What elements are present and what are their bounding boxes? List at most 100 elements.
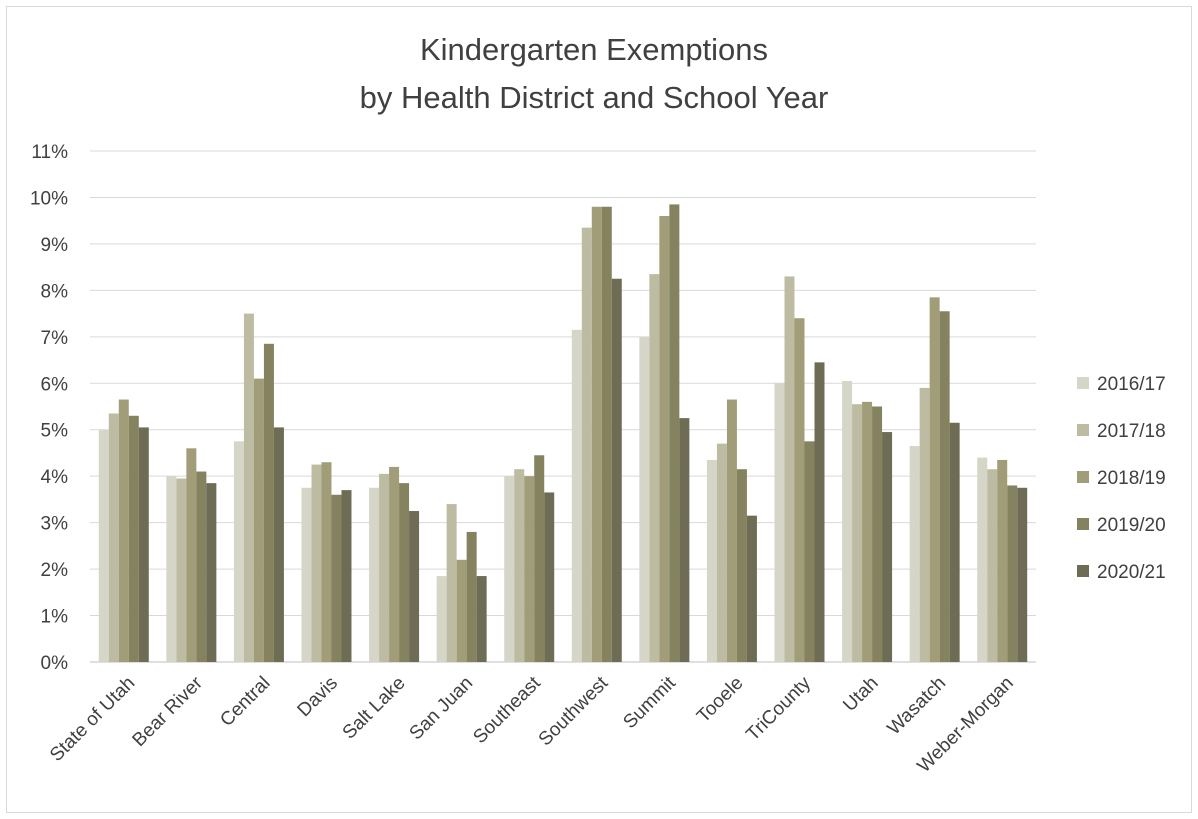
bar (389, 466, 400, 662)
legend-swatch (1077, 377, 1089, 389)
x-category-label: Summit (620, 672, 681, 733)
bar (997, 459, 1008, 662)
y-tick-label: 10% (30, 188, 68, 209)
x-category-label: Bear River (129, 672, 208, 751)
bar (814, 362, 825, 662)
bar (649, 274, 660, 662)
bar (514, 469, 525, 662)
y-tick-label: 9% (41, 235, 69, 256)
y-tick-label: 11% (31, 142, 68, 163)
bar (233, 441, 244, 662)
bar (524, 476, 535, 662)
bar (379, 473, 390, 662)
bar (639, 336, 650, 662)
x-category-label: Wasatch (884, 673, 951, 740)
bar (909, 445, 920, 662)
bar (98, 429, 109, 662)
chart-subtitle: by Health District and School Year (360, 80, 829, 115)
bar (311, 464, 322, 662)
legend-swatch (1077, 565, 1089, 577)
bar (669, 204, 680, 662)
bar (341, 490, 352, 662)
bar (446, 504, 457, 662)
bar (409, 511, 420, 662)
x-category-label: Salt Lake (339, 673, 410, 744)
y-tick-label: 6% (41, 374, 69, 395)
bar (301, 487, 312, 662)
y-tick-label: 0% (41, 653, 69, 674)
bar (794, 318, 805, 662)
gridlines (90, 150, 1036, 663)
bar (736, 469, 747, 662)
bar (852, 404, 863, 662)
bar (872, 406, 883, 662)
bar (746, 515, 757, 662)
y-tick-label: 4% (41, 467, 69, 488)
x-category-label: San Juan (406, 673, 478, 745)
bar (436, 576, 447, 662)
bar (929, 297, 940, 662)
legend-swatch (1077, 518, 1089, 530)
bar (399, 483, 410, 662)
bar (466, 531, 477, 662)
bar (1007, 485, 1018, 662)
y-tick-label: 8% (41, 281, 69, 302)
bar (196, 471, 207, 662)
y-tick-label: 1% (41, 607, 69, 628)
bar (108, 413, 119, 662)
bar (186, 448, 197, 662)
bar (679, 418, 690, 662)
bar (882, 432, 893, 662)
bar (253, 378, 264, 662)
x-category-label: Davis (294, 673, 342, 721)
bar (977, 457, 988, 662)
bar (456, 559, 467, 662)
legend-label: 2019/20 (1097, 515, 1166, 536)
x-category-label: Utah (839, 673, 882, 716)
bar (1017, 487, 1028, 662)
legend-label: 2017/18 (1097, 421, 1166, 442)
bar (659, 216, 670, 662)
bar (321, 462, 332, 662)
x-category-label: Southeast (469, 672, 545, 748)
x-category-label: Central (216, 673, 274, 731)
bar (706, 459, 717, 662)
y-tick-label: 2% (41, 560, 69, 581)
y-tick-label: 7% (41, 328, 69, 349)
bar (611, 278, 622, 662)
legend-label: 2018/19 (1097, 468, 1166, 489)
bar (504, 476, 515, 662)
bar (128, 415, 139, 662)
bar (263, 343, 274, 662)
y-tick-label: 5% (41, 421, 69, 442)
x-category-label: State of Utah (46, 673, 139, 766)
legend-swatch (1077, 471, 1089, 483)
bar (804, 441, 815, 662)
bar (176, 478, 187, 662)
x-category-label: TriCounty (742, 672, 815, 745)
legend-swatch (1077, 424, 1089, 436)
bar (118, 399, 129, 662)
bar (919, 387, 930, 662)
bar (784, 276, 795, 662)
bar (601, 206, 612, 662)
x-category-label: Tooele (693, 673, 747, 727)
y-axis-ticks: 0% 1% 2% 3% 4% 5% 6% 7% 8% 9% 10% 11% (30, 142, 68, 674)
bar (716, 443, 727, 662)
bar (206, 483, 217, 662)
bar (534, 455, 545, 662)
bar (138, 427, 149, 662)
legend-label: 2016/17 (1097, 374, 1166, 395)
bar (476, 576, 487, 662)
bar (571, 329, 582, 662)
x-category-label: Southwest (535, 672, 613, 750)
bar (581, 227, 592, 662)
bar (369, 487, 380, 662)
bar (243, 313, 254, 662)
bar (774, 383, 785, 662)
y-tick-label: 3% (41, 514, 69, 535)
bar (949, 422, 960, 662)
bar (331, 494, 342, 662)
